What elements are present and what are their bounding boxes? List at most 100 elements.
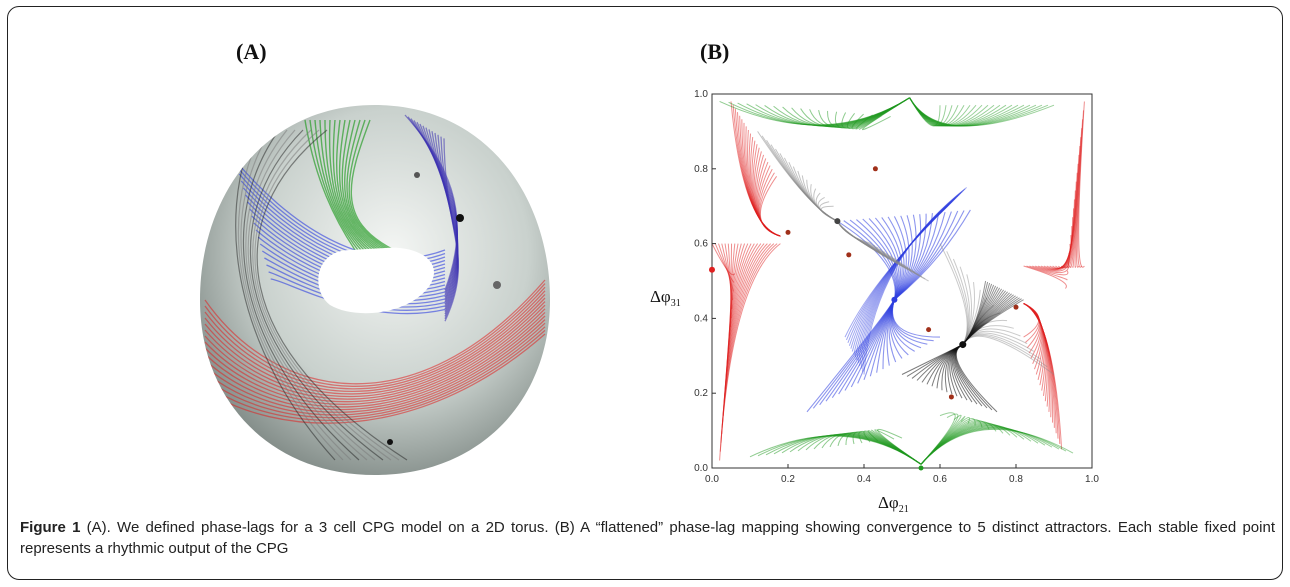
flow-line [1043,226,1073,270]
flow-line [962,325,1014,345]
flow-line [909,97,989,127]
flow-line [1037,243,1071,271]
flow-line [962,298,1022,345]
flow-line [836,220,889,256]
fixed-point-marker [891,296,898,303]
torus-flow-line [247,129,376,461]
flow-line [920,416,966,465]
torus-flow-line [204,322,546,416]
fixed-point-marker [959,341,967,349]
flow-line [854,195,959,358]
fixed-point-marker [948,394,954,400]
torus-flow-line [204,279,546,385]
flow-line [856,194,960,361]
flow-line [962,330,1028,345]
flow-line [962,294,1014,345]
torus-flow-line [328,119,371,251]
torus-flow-line [204,308,546,405]
torus-flow-line [245,129,368,461]
flow-line [920,428,1067,465]
torus-flow-line [252,129,392,461]
flow-line [920,420,990,465]
flow-line [920,427,1060,465]
flow-line [1023,302,1048,402]
plot-frame [711,93,1093,469]
flow-line [851,198,956,352]
torus-flow-line [204,333,546,424]
flow-line [920,413,959,465]
fixed-point-marker [926,327,932,333]
flow-line [836,220,929,282]
flow-line [962,299,1024,345]
flow-line [836,220,899,262]
torus-flow-line [204,290,546,393]
flow-line [836,220,913,271]
flow-line [962,280,987,345]
y-tick-label: 0.0 [694,463,708,474]
flow-line [920,412,956,465]
flow-line [909,97,983,127]
torus-flow-line [324,119,368,251]
torus-flow-line [338,119,380,251]
x-tick-label: 0.0 [705,474,719,485]
x-tick-label: 0.4 [857,474,871,485]
figure-caption: Figure 1 (A). We defined phase-lags for … [20,517,1275,559]
flow-line [801,175,838,222]
flow-line [962,287,1001,345]
flow-line [962,332,1035,352]
fixed-point-marker [834,218,841,225]
x-tick-label: 0.8 [1009,474,1023,485]
torus-flow-line [348,119,392,251]
torus-fixed-point [387,439,393,445]
flow-line [962,282,991,345]
flow-line [909,97,1031,127]
flow-line [836,220,909,269]
flow-line [962,312,1001,345]
flow-line [859,191,963,366]
flow-line [863,187,967,375]
torus-flow-line [314,119,362,251]
torus-flow-line [204,293,546,395]
flow-line [909,97,959,127]
flow-line [920,421,997,465]
torus-flow-line [204,297,546,398]
flow-line [909,97,941,127]
torus-flow-line [240,129,352,461]
flow-line [909,97,1019,127]
caption-text: (A). We defined phase-lags for a 3 cell … [20,519,1275,557]
flow-line [909,97,1007,127]
flow-line [1023,302,1040,338]
flow-line [846,204,950,341]
torus-illustration [200,105,550,475]
fixed-point-marker [785,229,791,235]
flow-line [877,428,922,465]
flow-line [844,205,948,338]
flow-line [962,286,999,345]
flow-line [962,285,997,345]
flow-line [920,418,976,465]
panel-b-label: (B) [700,39,730,64]
flow-line [920,425,1039,465]
y-tick-label: 0.4 [694,313,708,324]
flow-line [962,304,994,345]
flow-line [759,175,781,237]
flow-line [962,333,1041,360]
y-tick-label: 1.0 [694,89,708,100]
flow-line [962,289,981,345]
torus-flow-line [204,319,546,413]
flow-line [909,97,995,127]
flow-line [920,424,1025,465]
torus-flow-line [256,129,408,461]
flow-line [848,201,953,346]
flow-line [850,200,954,349]
caption-label: Figure 1 [20,519,81,536]
torus-flow-line [204,301,546,400]
flow-line [909,97,1055,127]
fixed-point-marker [918,465,924,471]
flow-line [920,421,1004,465]
fixed-point-marker [872,166,878,172]
flow-line [788,162,838,222]
flow-line [836,220,919,275]
flow-line [909,97,947,127]
torus-flow-line [341,119,383,251]
